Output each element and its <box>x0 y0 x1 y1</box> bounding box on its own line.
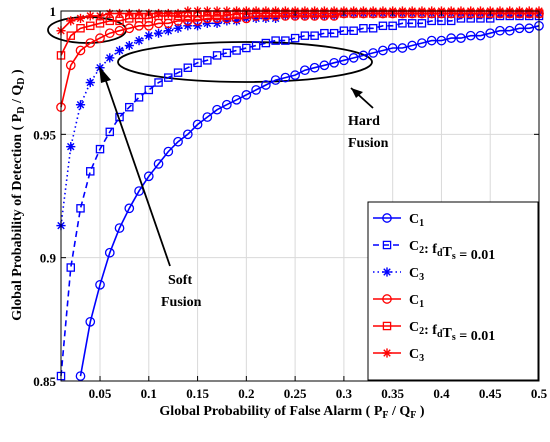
x-tick-label: 0.45 <box>479 386 502 401</box>
series-6-point <box>125 9 134 18</box>
series-3-point <box>115 46 124 55</box>
series-6-point <box>66 16 75 25</box>
series-6-point <box>105 9 114 18</box>
series-3-point <box>86 78 95 87</box>
series-6-point <box>173 9 182 18</box>
y-axis-label: Global Probability of Detection ( PD / Q… <box>10 69 27 321</box>
series-3-point <box>66 142 75 151</box>
series-6-point <box>115 9 124 18</box>
series-6-point <box>164 9 173 18</box>
series-3-point <box>134 36 143 45</box>
soft-fusion-label-line2: Fusion <box>161 295 202 310</box>
x-tick-label: 0.3 <box>336 386 353 401</box>
x-tick-label: 0.2 <box>238 386 254 401</box>
series-6-point <box>86 11 95 20</box>
y-tick-label: 0.9 <box>40 251 57 266</box>
hard-fusion-label-line2: Fusion <box>348 136 389 151</box>
x-tick-label: 0.1 <box>141 386 157 401</box>
x-tick-label: 0.5 <box>531 386 548 401</box>
soft-fusion-label-line1: Soft <box>168 273 192 288</box>
y-tick-label: 0.95 <box>33 127 56 142</box>
series-6-point <box>76 14 85 23</box>
series-3-point <box>125 41 134 50</box>
series-3-point <box>154 29 163 38</box>
x-tick-label: 0.05 <box>89 386 112 401</box>
legend-swatch-marker <box>382 348 391 357</box>
series-3-point <box>144 31 153 40</box>
hard-fusion-label-line1: Hard <box>348 114 380 129</box>
legend: C1 C2: fdTs = 0.01 C3 C1 C2: fdTs = 0.01 C3 <box>368 202 538 380</box>
legend-swatch-marker <box>382 267 391 276</box>
x-tick-label: 0.15 <box>186 386 209 401</box>
series-3-point <box>76 100 85 109</box>
y-tick-label: 0.85 <box>33 374 56 389</box>
x-tick-label: 0.25 <box>284 386 307 401</box>
series-3-point <box>105 53 114 62</box>
y-tick-label: 1 <box>50 4 57 19</box>
series-6-point <box>154 9 163 18</box>
series-6-point <box>134 9 143 18</box>
x-tick-label: 0.4 <box>433 386 450 401</box>
x-tick-label: 0.35 <box>381 386 404 401</box>
